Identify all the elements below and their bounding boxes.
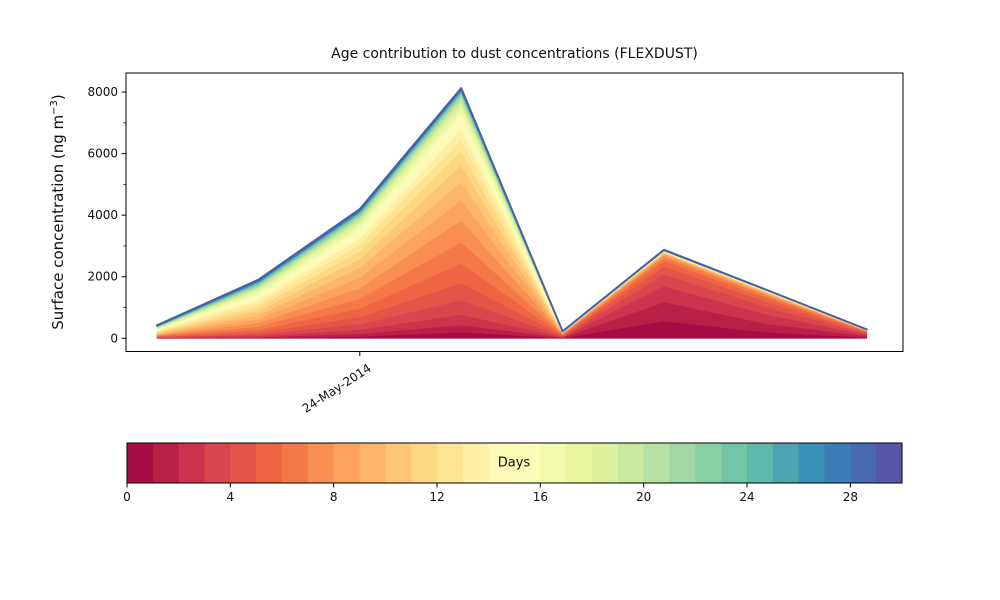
colorbar-tick-label: 28: [843, 490, 858, 504]
colorbar-segment-day-28: [824, 443, 851, 483]
colorbar-segment-day-10: [359, 443, 386, 483]
colorbar-border: [126, 442, 903, 484]
age-layers: [156, 87, 868, 339]
axes-border: [125, 72, 904, 352]
colorbar-segment-day-30: [876, 443, 903, 483]
colorbar-segment-day-16: [514, 443, 541, 483]
colorbar-segment-day-22: [669, 443, 696, 483]
colorbar-segment-day-29: [850, 443, 877, 483]
colorbar-segment-day-14: [462, 443, 490, 483]
colorbar-segment-day-27: [798, 443, 825, 483]
colorbar-tick-label: 12: [429, 490, 444, 504]
colorbar-segment-day-3: [178, 443, 205, 483]
total-concentration-line: [156, 87, 868, 333]
colorbar-segment-day-18: [566, 443, 593, 483]
colorbar-segment-day-23: [695, 443, 722, 483]
y-axis-label: Surface concentration (ng m−3): [49, 94, 67, 329]
y-tick-label: 0: [110, 331, 118, 345]
colorbar-segment-day-1: [127, 443, 154, 483]
y-axis-label-exponent: −3: [49, 100, 60, 115]
colorbar-tick-label: 20: [636, 490, 651, 504]
colorbar-segment-day-12: [411, 443, 438, 483]
colorbar-segment-day-25: [747, 443, 774, 483]
colorbar-segment-day-2: [152, 443, 180, 483]
y-tick-label: 4000: [87, 208, 118, 222]
colorbar-segment-day-17: [540, 443, 567, 483]
colorbar-segment-day-13: [437, 443, 464, 483]
y-axis-label-close: ): [49, 94, 67, 101]
colorbar-tick-label: 8: [330, 490, 338, 504]
colorbar-segment-day-7: [282, 443, 309, 483]
colorbar-segment-day-6: [256, 443, 283, 483]
y-tick-label: 2000: [87, 270, 118, 284]
colorbar-tick-label: 24: [739, 490, 754, 504]
chart-title: Age contribution to dust concentrations …: [331, 46, 698, 62]
colorbar-segment-day-21: [643, 443, 670, 483]
colorbar-tick-label: 0: [123, 490, 131, 504]
colorbar-segment-day-11: [385, 443, 412, 483]
colorbar-segment-day-15: [488, 443, 515, 483]
colorbar-segment-day-5: [230, 443, 257, 483]
colorbar-segment-day-4: [204, 443, 231, 483]
colorbar-segment-day-8: [307, 443, 335, 483]
colorbar-segment-day-24: [721, 443, 748, 483]
colorbar-segment-day-26: [772, 443, 800, 483]
colorbar-segment-day-20: [617, 443, 645, 483]
colorbar-tick-label: 4: [227, 490, 235, 504]
y-tick-label: 6000: [87, 147, 118, 161]
colorbar-segment-day-9: [333, 443, 360, 483]
colorbar-label: Days: [497, 455, 531, 471]
y-axis-ticks: 0 2000 4000 6000 8000: [87, 85, 126, 345]
y-axis-label-text: Surface concentration (ng m: [49, 114, 67, 330]
colorbar-segment-day-19: [592, 443, 619, 483]
colorbar-tick-label: 16: [533, 490, 548, 504]
colorbar-segments: 0 4 8 12 16 20 24 28: [123, 442, 903, 504]
y-tick-label: 8000: [87, 85, 118, 99]
